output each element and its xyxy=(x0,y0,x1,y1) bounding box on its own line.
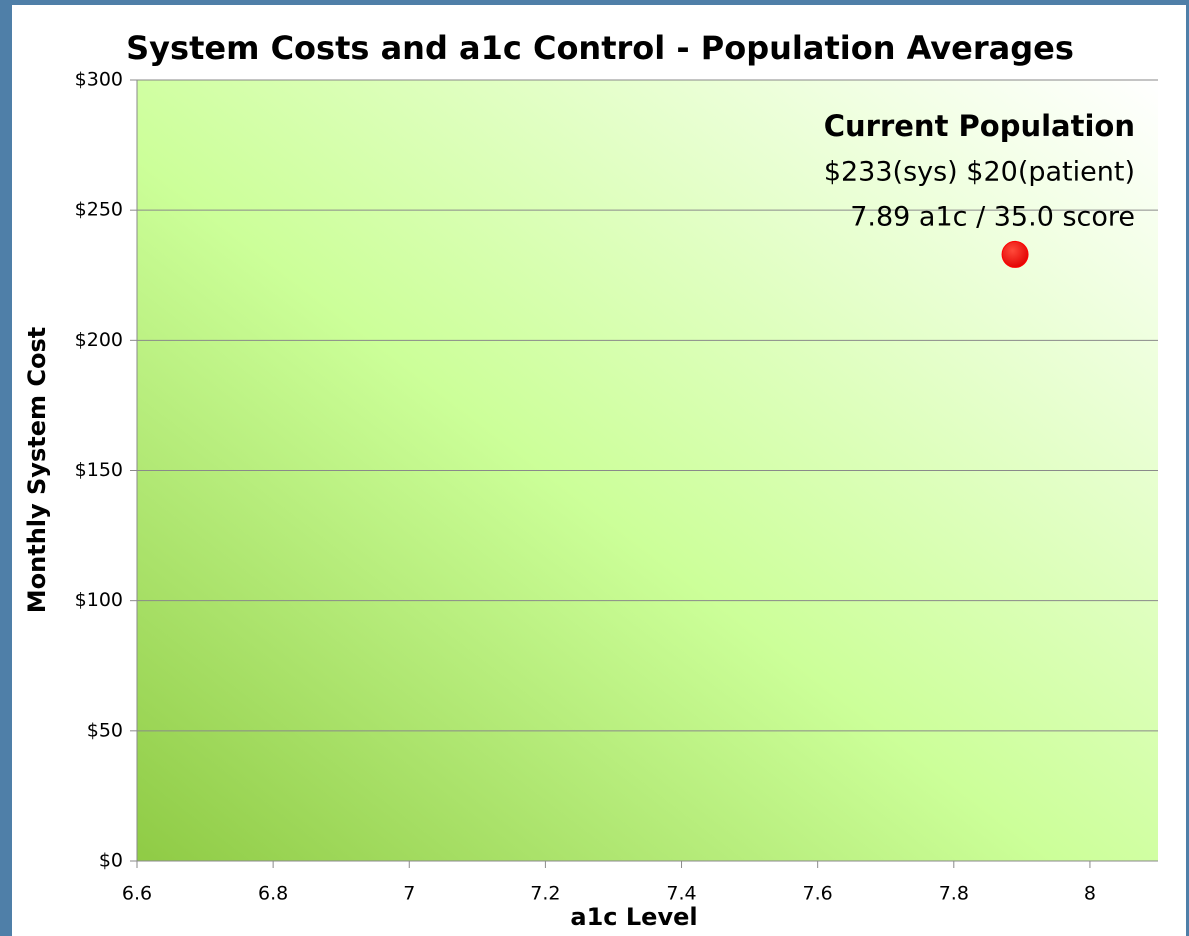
y-axis-label: Monthly System Cost xyxy=(23,327,51,613)
y-tick-label: $50 xyxy=(87,719,123,741)
x-axis-label: a1c Level xyxy=(570,903,697,931)
x-tick-label: 8 xyxy=(1084,883,1096,905)
x-tick-label: 7.8 xyxy=(939,883,969,905)
x-tick-label: 6.8 xyxy=(258,883,288,905)
annotation: 7.89 a1c / 35.0 score xyxy=(850,202,1135,233)
frame-right xyxy=(1186,0,1189,936)
x-tick-label: 7.6 xyxy=(803,883,833,905)
frame-left xyxy=(0,0,12,936)
annotation: Current Population xyxy=(824,109,1135,143)
x-tick-label: 7 xyxy=(403,883,415,905)
chart-title: System Costs and a1c Control - Populatio… xyxy=(126,29,1074,67)
y-tick-label: $0 xyxy=(99,850,123,872)
x-tick-label: 7.2 xyxy=(530,883,560,905)
data-point xyxy=(1001,240,1029,268)
y-tick-label: $150 xyxy=(75,459,123,481)
frame-top xyxy=(0,0,1189,5)
annotation: $233(sys) $20(patient) xyxy=(824,157,1135,188)
y-tick-label: $250 xyxy=(75,199,123,221)
y-tick-label: $100 xyxy=(75,589,123,611)
y-tick-label: $300 xyxy=(75,69,123,91)
x-tick-label: 6.6 xyxy=(122,883,152,905)
y-tick-label: $200 xyxy=(75,329,123,351)
x-tick-label: 7.4 xyxy=(666,883,696,905)
